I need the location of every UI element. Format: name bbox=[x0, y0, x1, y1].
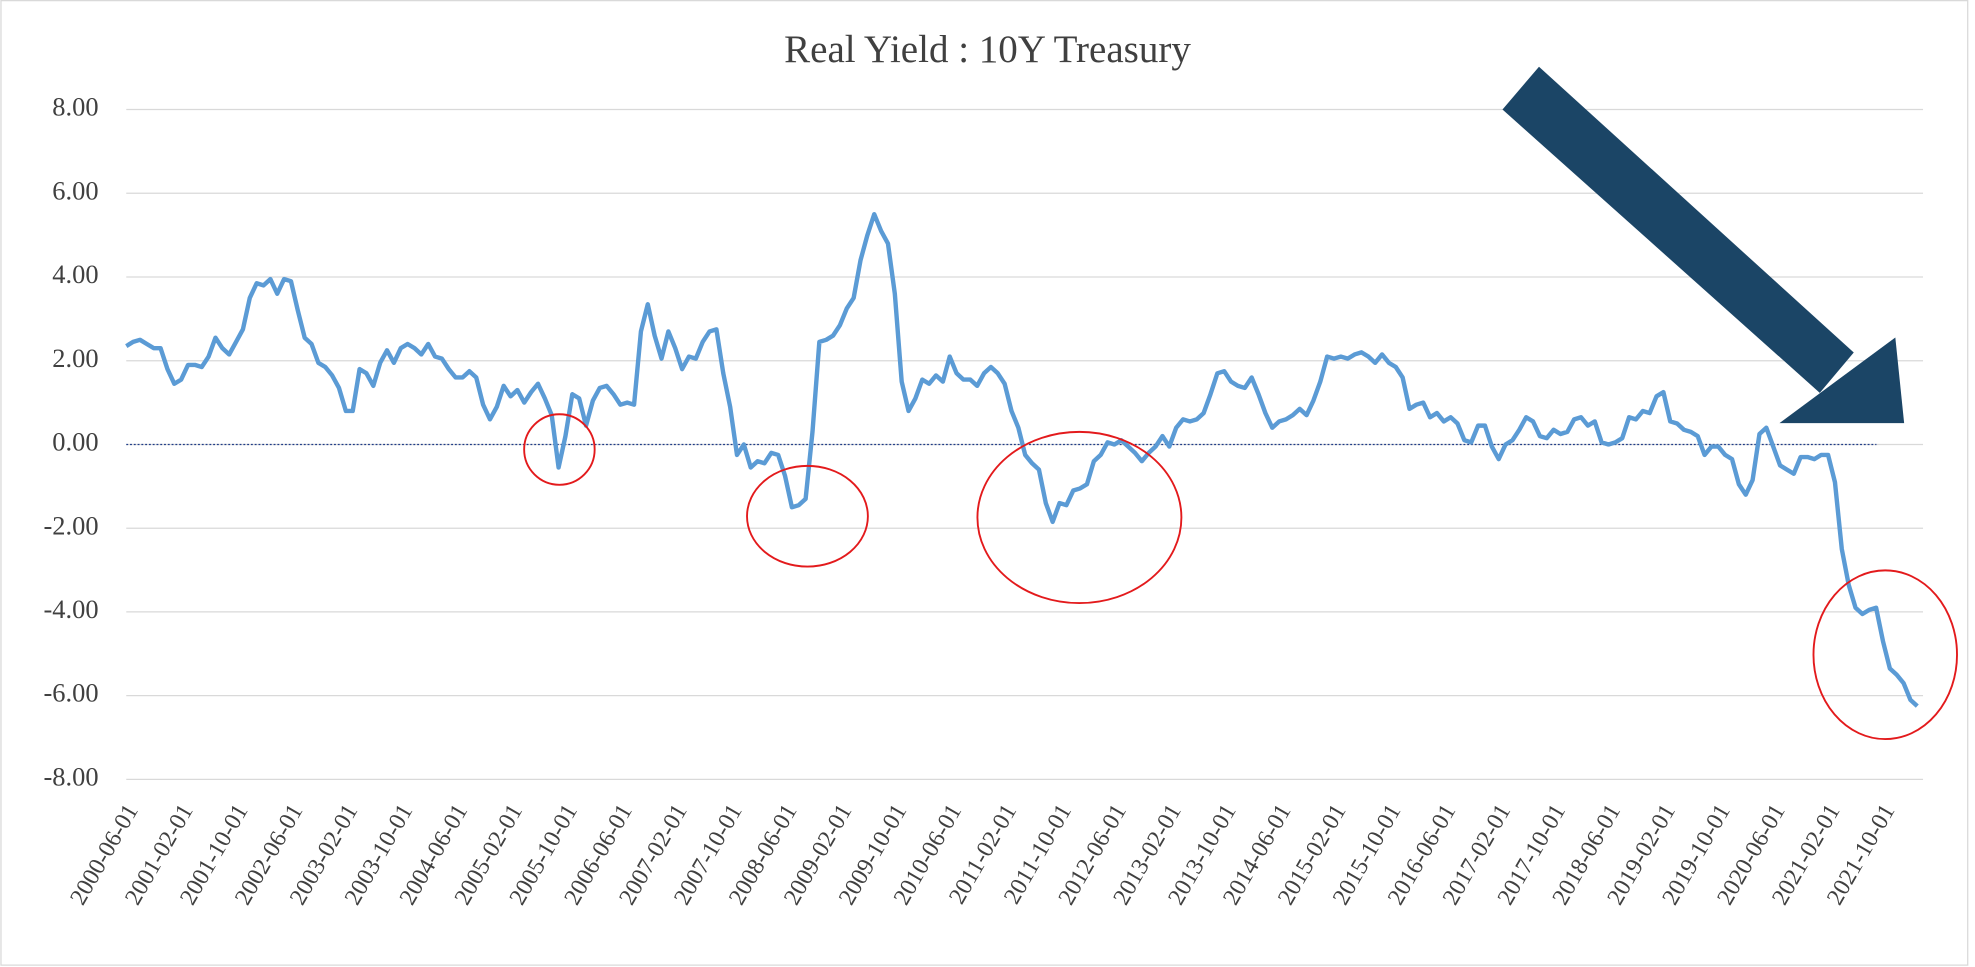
chart-title: Real Yield : 10Y Treasury bbox=[784, 28, 1191, 71]
y-tick-label: 8.00 bbox=[52, 92, 98, 122]
y-tick-label: -2.00 bbox=[43, 510, 98, 540]
series-line bbox=[125, 212, 1919, 708]
highlight-circle bbox=[1812, 569, 1958, 741]
highlight-circle bbox=[746, 464, 869, 568]
highlight-circle bbox=[976, 430, 1183, 605]
y-tick-label: -6.00 bbox=[43, 678, 98, 708]
y-tick-label: -4.00 bbox=[43, 594, 98, 624]
arrow-shaft bbox=[1502, 66, 1854, 393]
trend-arrow bbox=[1502, 66, 1905, 424]
y-tick-label: 4.00 bbox=[52, 259, 98, 289]
y-tick-label: -8.00 bbox=[43, 761, 98, 791]
highlight-circle bbox=[523, 413, 596, 486]
y-tick-label: 0.00 bbox=[52, 427, 98, 457]
y-tick-label: 6.00 bbox=[52, 175, 98, 205]
y-tick-label: 2.00 bbox=[52, 343, 98, 373]
arrow-head bbox=[1779, 337, 1905, 424]
